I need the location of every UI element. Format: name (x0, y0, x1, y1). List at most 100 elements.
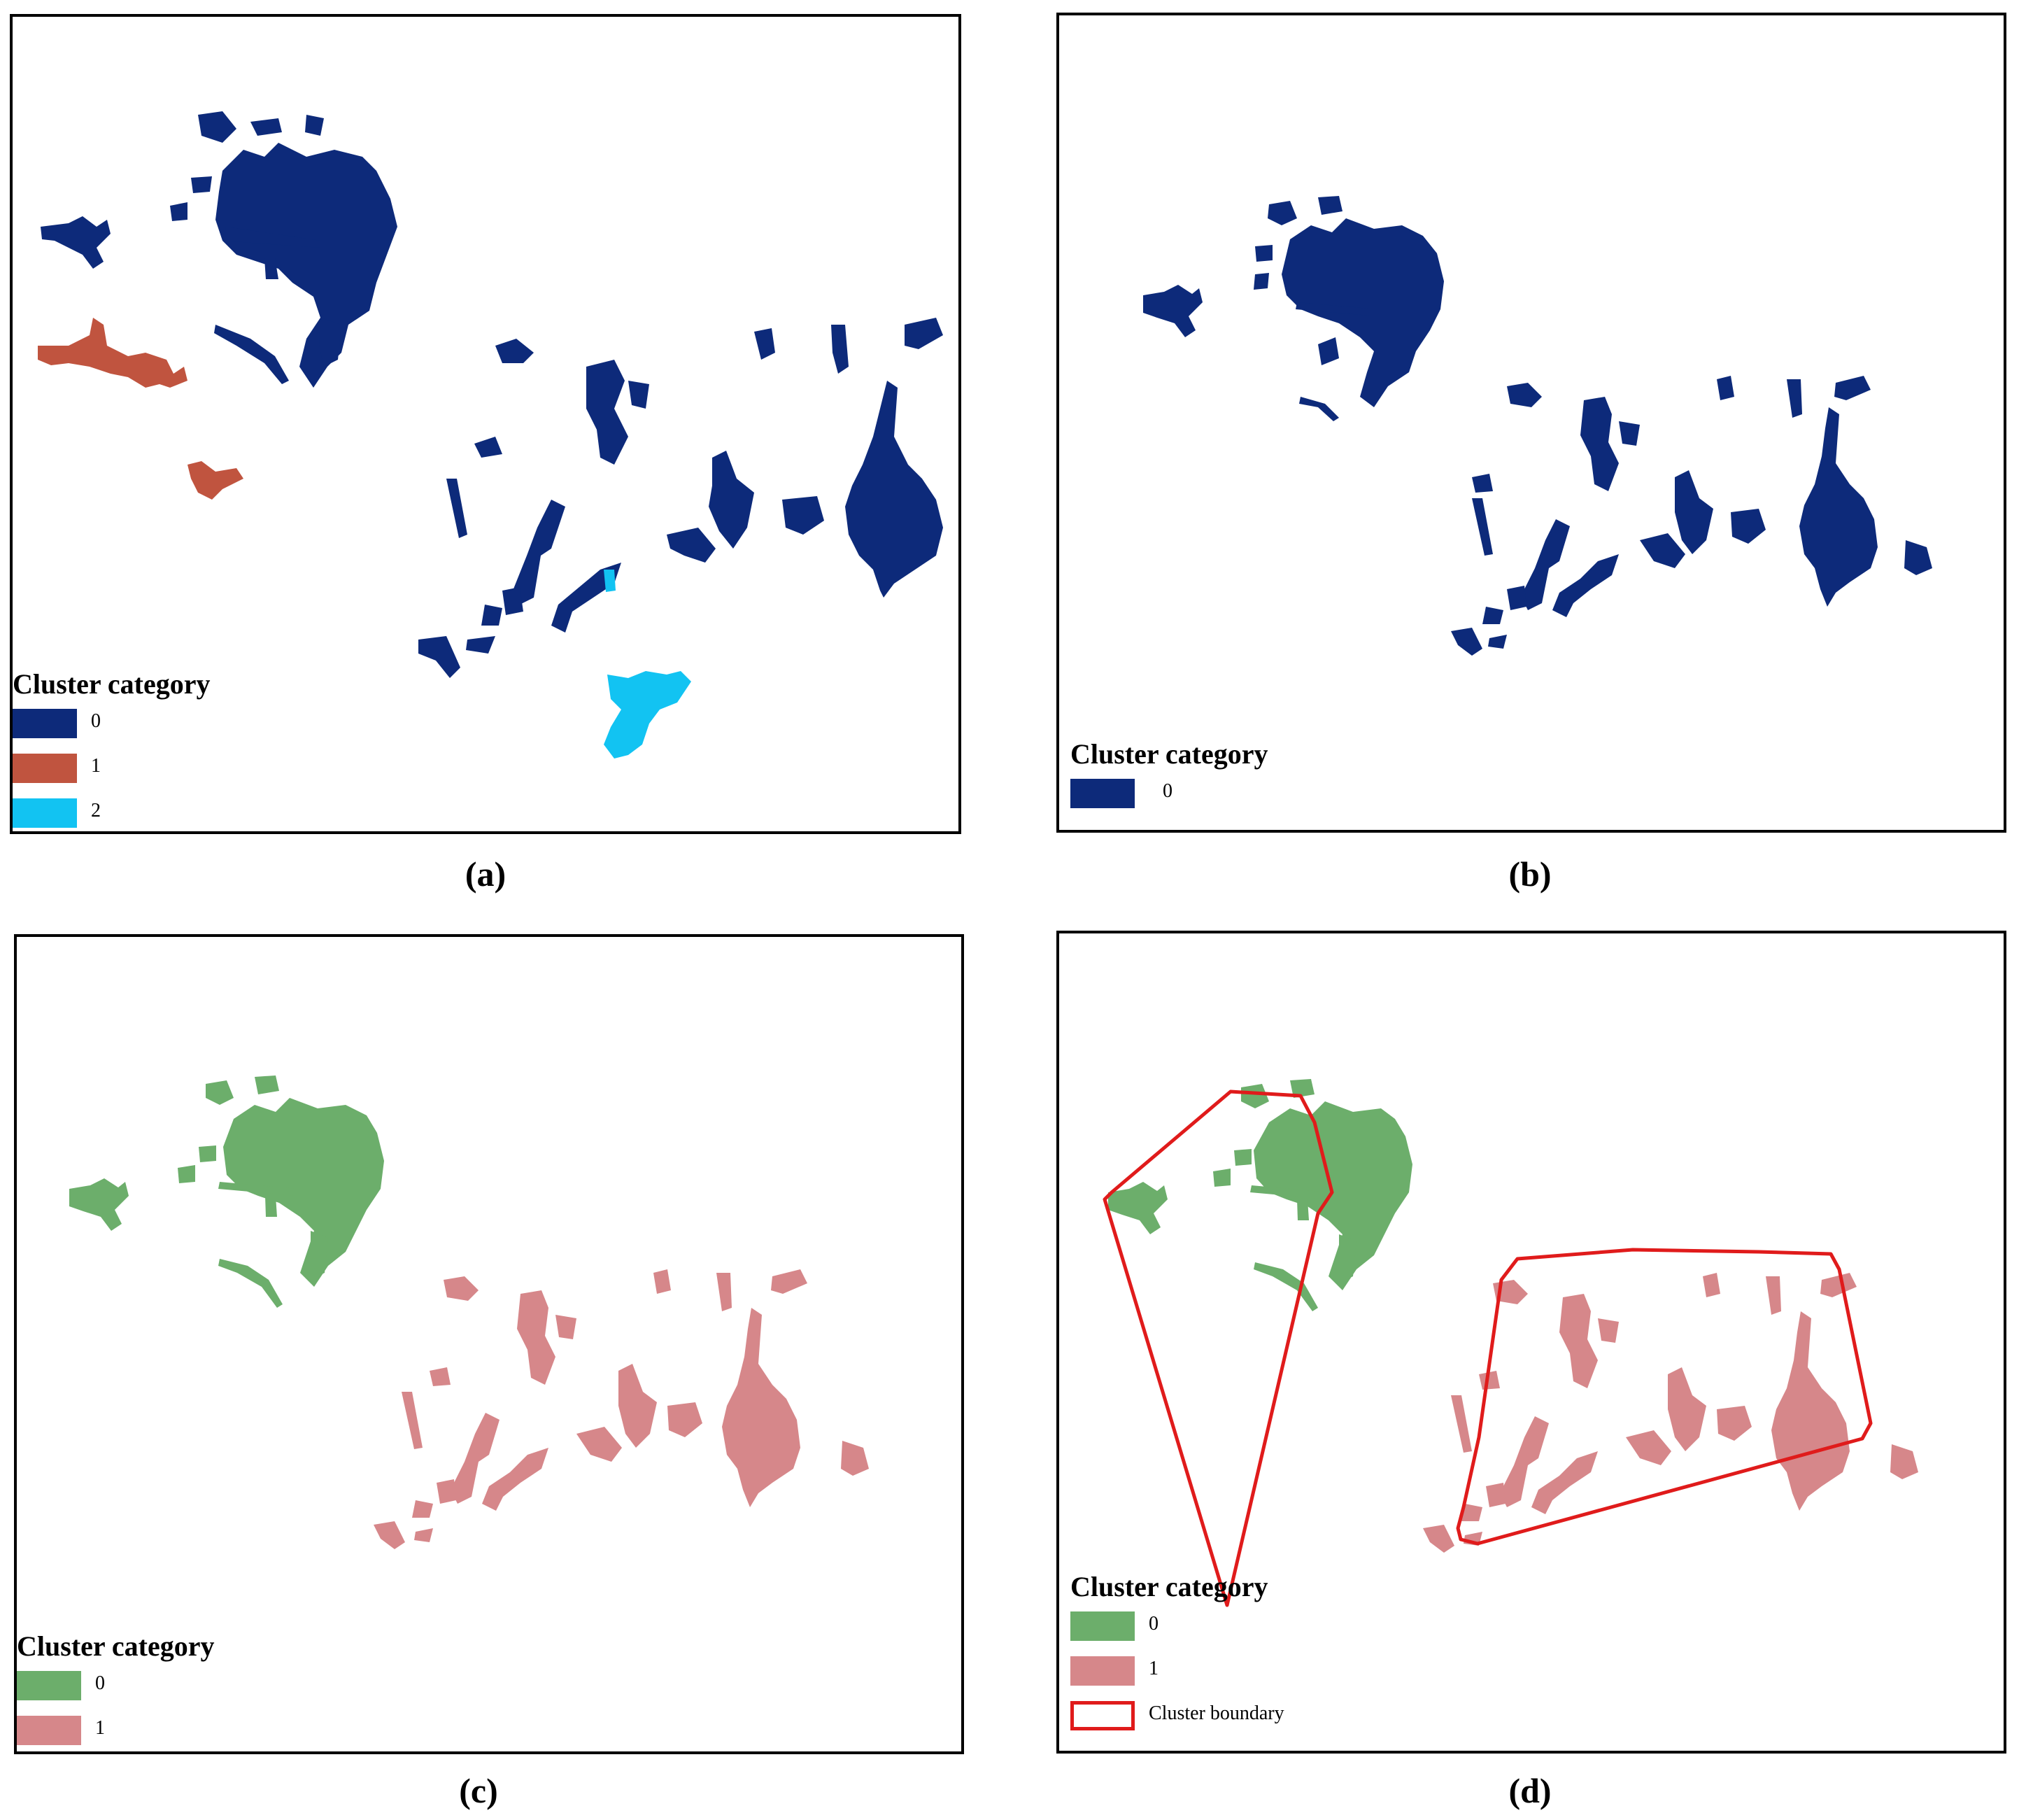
caption-b: (b) (1508, 854, 1552, 894)
patch-a-small (495, 339, 534, 363)
patch-b-small (1552, 554, 1619, 617)
cluster-map-c (69, 1075, 869, 1549)
legend-title: Cluster category (13, 668, 211, 700)
patch-a-small (250, 118, 282, 136)
patch-b-small (1507, 586, 1526, 610)
patch-a-small (319, 318, 341, 367)
patch-d-small (1213, 1169, 1231, 1187)
legend-title: Cluster category (1070, 1571, 1268, 1602)
caption-d: (d) (1508, 1771, 1552, 1810)
patch-d-small (1451, 1395, 1472, 1453)
patch-b-small (1296, 302, 1377, 316)
legend-label: Cluster boundary (1149, 1702, 1284, 1724)
patch-b-small (1254, 273, 1269, 290)
legend-swatch (13, 709, 77, 738)
patch-a-small (466, 636, 495, 654)
cluster-boundary-0 (1103, 1089, 1334, 1607)
patch-a-cat2 (604, 570, 616, 592)
patch-a-small (782, 496, 824, 535)
patch-b-small (1143, 285, 1203, 337)
legend-title: Cluster category (1070, 738, 1268, 770)
patch-d-small (1668, 1367, 1706, 1451)
patch-c-small (412, 1500, 433, 1518)
patch-b-small (1787, 379, 1802, 418)
patch-b-small (1640, 533, 1685, 568)
patch-c-small (771, 1269, 807, 1294)
legend-item: 1 (1070, 1652, 1268, 1693)
patch-a-small (305, 115, 324, 136)
patch-a-small (214, 325, 289, 384)
legend-b: Cluster category 0 (1070, 738, 1268, 815)
patch-a-small (418, 636, 460, 678)
patch-b-small (1507, 383, 1542, 407)
legend-d: Cluster category 0 1 Cluster boundary (1070, 1570, 1284, 1737)
patch-d-small (1234, 1149, 1252, 1166)
legend-label: 0 (91, 710, 101, 732)
patch-a-small (41, 216, 111, 269)
patch-d-small (1703, 1273, 1720, 1297)
patch-a-small (831, 325, 849, 374)
patch-d-small (1297, 1199, 1309, 1220)
patch-c-small (311, 1231, 328, 1280)
patch-d-small (1626, 1430, 1671, 1465)
patch-d-small (1559, 1294, 1598, 1388)
patch-c-small (430, 1367, 451, 1386)
patch-b-small (1482, 607, 1503, 624)
legend-title: Cluster category (17, 1630, 215, 1662)
patch-b-small (1318, 196, 1343, 215)
patch-c-small (414, 1528, 433, 1542)
patch-d-large (1771, 1311, 1850, 1511)
patch-b-small (1717, 376, 1734, 400)
patch-a-small (481, 605, 502, 626)
patch-b-small (1731, 509, 1766, 544)
legend-swatch (1070, 779, 1135, 808)
patch-a-small (667, 528, 716, 563)
patch-d-small (1479, 1371, 1500, 1390)
patch-c-small (576, 1427, 622, 1462)
patch-b-small (1318, 337, 1339, 365)
patch-a-main (215, 143, 397, 388)
patch-c-small (482, 1448, 548, 1511)
patch-b-small (1255, 245, 1273, 262)
patch-d-small (1250, 1185, 1329, 1199)
map-panel-a: Cluster category 0 1 2 (10, 14, 961, 834)
caption-a: (a) (465, 854, 506, 894)
legend-swatch (13, 798, 77, 828)
patch-b-small (1834, 376, 1871, 400)
patch-a-small (513, 500, 565, 605)
caption-c: (c) (459, 1771, 498, 1810)
patch-a-small (586, 360, 628, 465)
patch-b-small (1675, 470, 1713, 554)
patch-c-small (199, 1145, 216, 1162)
patch-c-small (218, 1259, 283, 1308)
cluster-boundary-1 (1456, 1248, 1873, 1546)
legend-item: 2 (13, 794, 211, 831)
patch-a-small (502, 587, 523, 615)
legend-item: 0 (1070, 775, 1268, 815)
legend-item: 0 (17, 1667, 215, 1707)
patch-a-small (754, 328, 775, 360)
legend-label: 2 (91, 800, 101, 821)
patch-c-main (223, 1098, 384, 1287)
patch-a-small (222, 227, 320, 248)
legend-item: 0 (13, 705, 211, 745)
legend-c: Cluster category 0 1 (17, 1630, 215, 1751)
cluster-map-a (38, 111, 943, 759)
patch-c-small (218, 1182, 297, 1196)
legend-item: Cluster boundary (1070, 1697, 1284, 1737)
patch-a-cat1 (38, 318, 187, 388)
cluster-map-b (1143, 196, 1932, 656)
patch-d-small (1717, 1406, 1752, 1441)
patch-d-small (1290, 1079, 1315, 1098)
patch-d-small (1486, 1483, 1506, 1507)
patch-a-large (845, 381, 943, 598)
patch-b-small (1521, 519, 1570, 610)
patch-a-cat2 (604, 671, 691, 759)
legend-item: 1 (17, 1712, 215, 1751)
patch-d-small (1423, 1525, 1454, 1553)
legend-label: 1 (95, 1717, 105, 1739)
patch-c-small (517, 1290, 555, 1385)
legend-swatch (17, 1716, 81, 1745)
patch-c-small (451, 1413, 500, 1504)
patch-d-main (1254, 1101, 1412, 1290)
